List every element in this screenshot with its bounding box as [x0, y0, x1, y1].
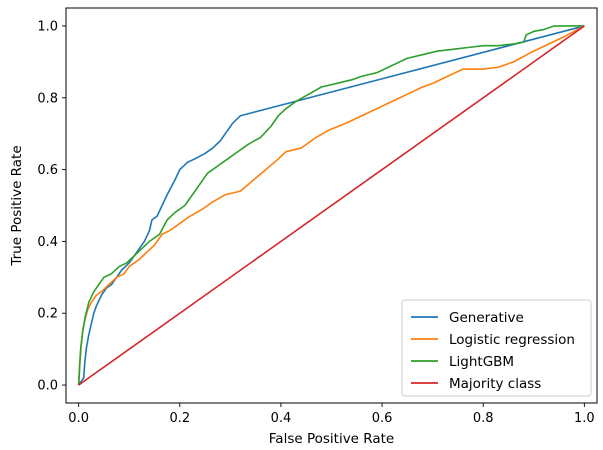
legend: Generative Logistic regression LightGBM Maj…	[401, 299, 592, 397]
series-line-majority-class	[78, 25, 585, 386]
plot-frame	[65, 7, 598, 404]
x-tick-label: 0.8	[473, 411, 494, 426]
x-tick-label: 0.6	[372, 411, 393, 426]
series-line-logistic-regression	[77, 25, 585, 386]
x-tick-label: 0.0	[68, 411, 89, 426]
x-tick-label: 0.2	[169, 411, 190, 426]
x-axis-label: False Positive Rate	[269, 431, 394, 447]
y-axis-label: True Positive Rate	[9, 145, 25, 266]
y-tick-label: 0.0	[37, 379, 58, 394]
series-line-lightgbm	[77, 25, 585, 386]
legend-box	[401, 299, 592, 397]
legend-label-generative: Generative	[449, 310, 524, 326]
ticks-layer: 0.0 0.2 0.4 0.6 0.8 1.0 0.0 0.2 0.4 0.6 0.8 1.0	[37, 19, 594, 426]
series-line-generative	[77, 25, 585, 386]
legend-label-logistic-regression: Logistic regression	[449, 332, 575, 348]
y-tick-label: 0.8	[37, 91, 58, 106]
y-tick-label: 1.0	[37, 19, 58, 34]
series-layer	[77, 25, 585, 386]
y-tick-label: 0.6	[37, 163, 58, 178]
x-tick-label: 0.4	[271, 411, 292, 426]
legend-label-majority-class: Majority class	[449, 376, 541, 392]
legend-label-lightgbm: LightGBM	[449, 354, 514, 370]
y-tick-label: 0.2	[37, 307, 58, 322]
x-tick-label: 1.0	[574, 411, 595, 426]
y-tick-label: 0.4	[37, 235, 58, 250]
